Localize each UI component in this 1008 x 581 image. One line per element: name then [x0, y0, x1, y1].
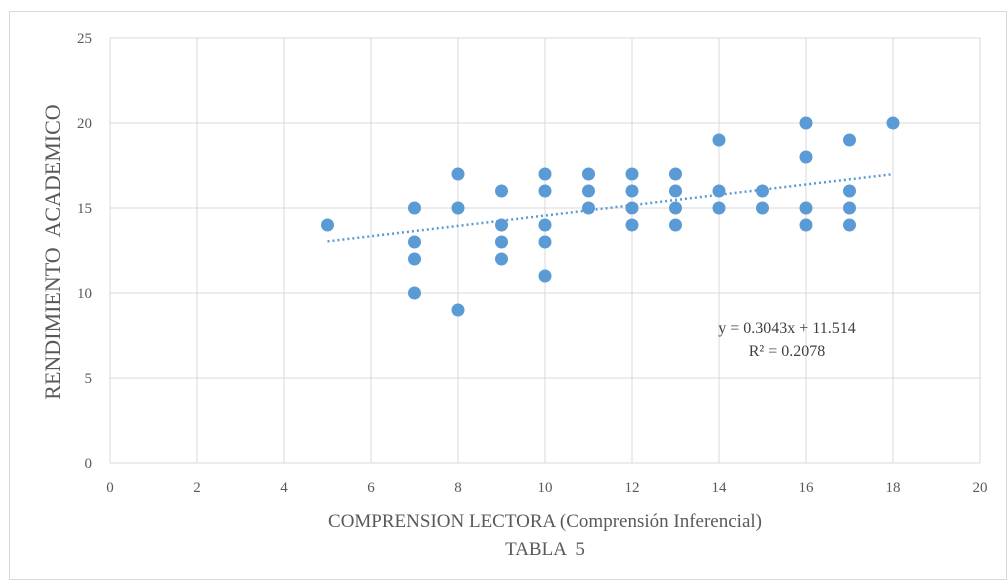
data-point: [451, 201, 465, 215]
data-point: [538, 218, 552, 232]
data-point: [799, 116, 813, 130]
r-squared-label: R² = 0.2078: [749, 343, 826, 360]
data-point: [538, 184, 552, 198]
data-point: [625, 201, 639, 215]
x-tick-label: 4: [280, 480, 288, 496]
x-axis-title: COMPRENSION LECTORA (Comprensión Inferen…: [328, 511, 762, 532]
data-point: [538, 269, 552, 283]
x-tick-label: 20: [973, 480, 988, 496]
x-axis-ticks: 0 2 4 6 8 10 12 14 16 18 20: [106, 480, 987, 496]
chart-subtitle: TABLA 5: [505, 539, 585, 560]
data-point: [669, 201, 682, 215]
data-point: [451, 167, 465, 181]
y-axis-ticks: 0 5 10 15 20 25: [77, 31, 92, 472]
data-point: [756, 201, 769, 215]
data-point: [669, 184, 682, 198]
data-point: [625, 184, 639, 198]
data-point: [799, 150, 813, 164]
data-point: [843, 133, 856, 147]
data-point: [843, 184, 856, 198]
data-point: [321, 218, 334, 232]
x-tick-label: 14: [712, 480, 728, 496]
data-point: [495, 184, 508, 198]
x-tick-label: 8: [454, 480, 462, 496]
data-point: [408, 252, 421, 266]
y-tick-label: 0: [85, 456, 93, 472]
data-point: [843, 218, 856, 232]
data-points: [321, 116, 900, 317]
data-point: [495, 235, 508, 249]
data-point: [669, 218, 682, 232]
data-point: [886, 116, 900, 130]
x-tick-label: 10: [538, 480, 553, 496]
data-point: [451, 303, 465, 317]
data-point: [408, 201, 421, 215]
x-tick-label: 6: [367, 480, 375, 496]
data-point: [712, 133, 726, 147]
y-tick-label: 5: [85, 371, 93, 387]
gridlines: [109, 37, 981, 464]
x-tick-label: 2: [193, 480, 201, 496]
data-point: [799, 201, 813, 215]
y-axis-title: RENDIMIENTO ACADEMICO: [40, 104, 65, 399]
data-point: [538, 167, 552, 181]
data-point: [408, 286, 421, 300]
data-point: [582, 184, 595, 198]
data-point: [756, 184, 769, 198]
data-point: [495, 252, 508, 266]
trendline-equation: y = 0.3043x + 11.514: [718, 320, 855, 337]
x-tick-label: 16: [799, 480, 815, 496]
data-point: [408, 235, 421, 249]
x-tick-label: 0: [106, 480, 114, 496]
data-point: [712, 201, 726, 215]
data-point: [625, 218, 639, 232]
data-point: [669, 167, 682, 181]
data-point: [582, 201, 595, 215]
data-point: [799, 218, 813, 232]
chart-frame: [9, 11, 1007, 580]
y-tick-label: 15: [77, 201, 92, 217]
x-tick-label: 18: [886, 480, 901, 496]
x-tick-label: 12: [625, 480, 640, 496]
y-tick-label: 25: [77, 31, 92, 47]
data-point: [843, 201, 856, 215]
data-point: [582, 167, 595, 181]
data-point: [538, 235, 552, 249]
data-point: [625, 167, 639, 181]
y-tick-label: 10: [77, 286, 92, 302]
data-point: [712, 184, 726, 198]
y-tick-label: 20: [77, 116, 92, 132]
